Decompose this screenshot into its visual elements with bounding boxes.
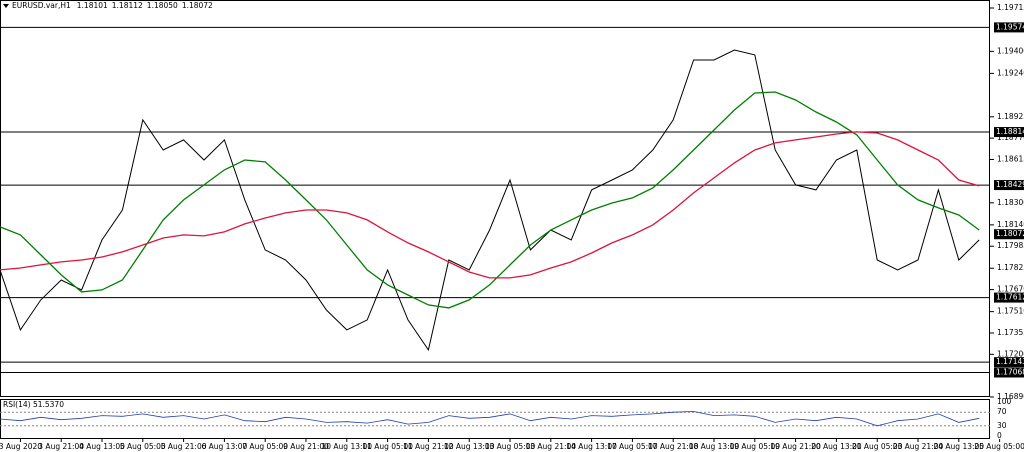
level-box (994, 180, 1024, 191)
x-tick-label: 3 Aug 21:00 (38, 442, 84, 451)
x-tick-label: 13 Aug 21:00 (526, 442, 577, 451)
quote-value: 1.18101 (77, 1, 108, 10)
level-label: 1.17068 (996, 367, 1024, 376)
rsi-tick-label: 70 (997, 407, 1007, 416)
rsi-line (0, 411, 980, 427)
level-box (994, 357, 1024, 368)
level-box (994, 22, 1024, 33)
y-tick-label: 1.19400 (997, 46, 1024, 55)
level-label: 1.17143 (996, 357, 1024, 366)
x-tick-label: 19 Aug 21:00 (770, 442, 821, 451)
rsi-tick-label: 0 (997, 431, 1002, 440)
x-tick-label: 4 Aug 13:00 (79, 442, 125, 451)
rsi-frame (0, 399, 990, 439)
y-tick-label: 1.18925 (997, 112, 1024, 121)
level-label: 1.18429 (996, 180, 1024, 189)
y-tick-label: 1.18615 (997, 154, 1024, 163)
x-tick-label: 18 Aug 13:00 (689, 442, 740, 451)
level-box (994, 292, 1024, 303)
y-tick-label: 1.17670 (997, 285, 1024, 294)
x-tick-label: 5 Aug 05:00 (120, 442, 166, 451)
x-tick-label: 3 Aug 2020 (0, 442, 42, 451)
x-tick-label: 11 Aug 21:00 (403, 442, 454, 451)
level-label: 1.18814 (996, 127, 1024, 136)
y-tick-label: 1.19240 (997, 68, 1024, 77)
x-tick-label: 17 Aug 21:00 (648, 442, 699, 451)
x-tick-label: 5 Aug 21:00 (161, 442, 207, 451)
current-label: 1.18072 (996, 229, 1024, 238)
x-tick-label: 24 Aug 13:00 (934, 442, 985, 451)
x-tick-label: 10 Aug 13:00 (322, 442, 373, 451)
level-label: 1.19574 (996, 22, 1024, 31)
quote-value: 1.18112 (112, 1, 143, 10)
x-tick-label: 12 Aug 13:00 (444, 442, 495, 451)
y-tick-label: 1.17825 (997, 263, 1024, 272)
y-tick-label: 1.17200 (997, 349, 1024, 358)
x-tick-label: 11 Aug 05:00 (362, 442, 413, 451)
rsi-tick-label: 100 (997, 397, 1012, 406)
level-box (994, 127, 1024, 138)
chart-title: EURUSD.var,H1 (12, 1, 71, 10)
level-box (994, 367, 1024, 378)
y-tick-label: 1.18300 (997, 198, 1024, 207)
x-tick-label: 20 Aug 13:00 (811, 442, 862, 451)
x-tick-label: 6 Aug 13:00 (201, 442, 247, 451)
price-line (0, 49, 980, 352)
y-tick-label: 1.17355 (997, 328, 1024, 337)
y-tick-label: 1.16890 (997, 392, 1024, 401)
x-tick-label: 21 Aug 05:00 (852, 442, 903, 451)
price-line (0, 91, 980, 309)
x-tick-label: 13 Aug 05:00 (485, 442, 536, 451)
rsi-title: RSI(14) 51.5370 (3, 400, 64, 409)
x-tick-label: 7 Aug 05:00 (242, 442, 288, 451)
y-tick-label: 1.18770 (997, 133, 1024, 142)
quote-value: 1.18072 (182, 1, 213, 10)
y-tick-label: 1.17510 (997, 307, 1024, 316)
main-frame (0, 0, 990, 397)
y-tick-label: 1.17985 (997, 241, 1024, 250)
quote-value: 1.18050 (147, 1, 178, 10)
x-tick-label: 23 Aug 21:00 (893, 442, 944, 451)
x-tick-label: 17 Aug 05:00 (607, 442, 658, 451)
price-line (0, 131, 980, 279)
x-tick-label: 14 Aug 13:00 (566, 442, 617, 451)
y-tick-label: 1.19715 (997, 3, 1024, 12)
symbol-arrow (3, 4, 9, 8)
x-tick-label: 19 Aug 05:00 (730, 442, 781, 451)
x-tick-label: 25 Aug 05:00 (974, 442, 1024, 451)
level-label: 1.17612 (996, 293, 1024, 302)
current-box (994, 229, 1024, 240)
y-tick-label: 1.18140 (997, 220, 1024, 229)
rsi-tick-label: 30 (997, 421, 1007, 430)
x-tick-label: 9 Aug 21:00 (283, 442, 329, 451)
